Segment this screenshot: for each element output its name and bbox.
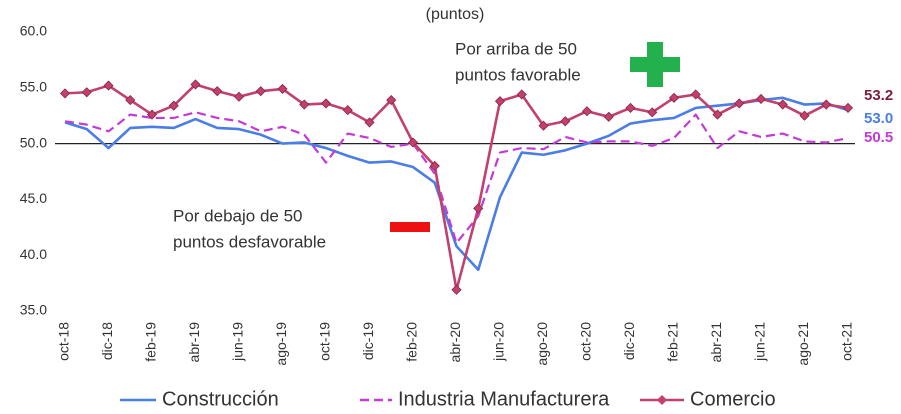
x-tick-label: ago-20 xyxy=(534,322,550,366)
marker xyxy=(429,160,440,171)
x-tick-label: ago-19 xyxy=(273,322,289,366)
marker xyxy=(473,203,484,214)
marker xyxy=(842,102,854,113)
x-tick-label: abr-19 xyxy=(186,322,202,363)
x-tick-label: abr-20 xyxy=(447,322,463,363)
x-tick-label: oct-21 xyxy=(839,322,855,361)
legend-label: Comercio xyxy=(690,388,776,410)
plus-icon xyxy=(630,42,680,87)
series-line xyxy=(64,111,849,245)
y-tick-label: 40.0 xyxy=(20,246,47,262)
y-tick-label: 60.0 xyxy=(20,23,47,39)
marker xyxy=(407,137,419,148)
marker xyxy=(299,99,310,110)
marker xyxy=(560,116,571,127)
series-line xyxy=(64,83,849,292)
plus-v xyxy=(647,42,663,87)
annotation: puntos favorable xyxy=(455,65,581,84)
marker xyxy=(777,99,788,110)
marker xyxy=(690,89,701,100)
marker xyxy=(712,109,723,120)
marker xyxy=(668,92,680,103)
marker xyxy=(342,105,353,116)
y-tick-label: 45.0 xyxy=(20,190,47,206)
annotation: Por arriba de 50 xyxy=(455,39,577,58)
value-label: 53.2 xyxy=(864,87,893,104)
marker xyxy=(494,96,506,107)
marker xyxy=(581,106,593,117)
marker xyxy=(603,111,614,122)
marker xyxy=(451,284,462,295)
x-tick-label: oct-20 xyxy=(578,322,594,361)
x-tick-label: ago-21 xyxy=(795,322,811,366)
marker xyxy=(516,89,527,100)
marker xyxy=(734,98,745,109)
y-tick-label: 55.0 xyxy=(20,79,47,95)
x-tick-label: oct-18 xyxy=(56,322,72,361)
annotation: Por debajo de 50 xyxy=(173,206,303,225)
x-tick-label: abr-21 xyxy=(708,322,724,363)
marker xyxy=(212,86,223,97)
y-tick-label: 35.0 xyxy=(20,302,47,318)
marker xyxy=(647,107,658,118)
y-tick-label: 50.0 xyxy=(20,134,47,150)
marker xyxy=(168,100,179,111)
annotation: puntos desfavorable xyxy=(173,232,326,251)
marker xyxy=(625,102,636,113)
x-tick-label: feb-20 xyxy=(404,322,420,362)
marker xyxy=(821,99,832,110)
marker xyxy=(190,79,201,90)
x-tick-label: oct-19 xyxy=(317,322,333,361)
legend-label: Construcción xyxy=(162,388,279,410)
marker xyxy=(320,98,332,109)
chart-subtitle: (puntos) xyxy=(426,6,485,23)
marker xyxy=(125,95,136,106)
x-tick-label: jun-21 xyxy=(752,322,768,362)
marker xyxy=(364,117,375,128)
marker xyxy=(755,93,767,105)
minus-icon xyxy=(390,222,430,232)
legend-marker xyxy=(657,395,667,405)
marker xyxy=(386,95,397,106)
x-tick-label: jun-19 xyxy=(230,322,246,362)
marker xyxy=(146,109,158,120)
marker xyxy=(277,83,288,94)
legend-label: Industria Manufacturera xyxy=(398,388,610,410)
marker xyxy=(81,87,92,98)
series-line xyxy=(64,96,849,272)
marker xyxy=(59,88,71,99)
x-tick-label: feb-21 xyxy=(665,322,681,362)
marker xyxy=(799,110,810,121)
x-tick-label: feb-19 xyxy=(143,322,159,362)
x-tick-label: dic-19 xyxy=(360,322,376,360)
value-label: 50.5 xyxy=(864,129,893,146)
marker xyxy=(103,80,114,91)
x-tick-label: jun-20 xyxy=(491,322,507,362)
x-tick-label: dic-18 xyxy=(99,322,115,360)
x-tick-label: dic-20 xyxy=(621,322,637,360)
marker xyxy=(233,91,245,102)
marker xyxy=(255,86,266,97)
value-label: 53.0 xyxy=(864,110,893,127)
marker xyxy=(538,120,549,131)
